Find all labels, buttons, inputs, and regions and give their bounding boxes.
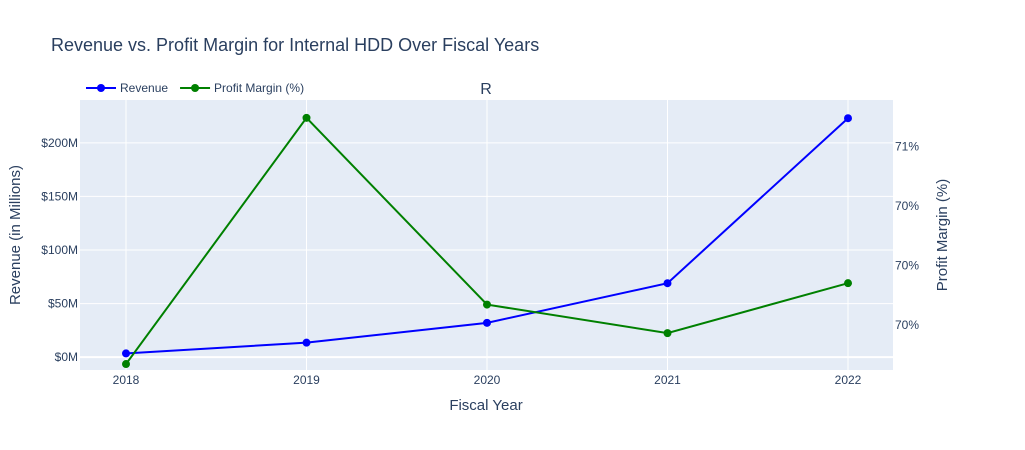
profit-margin-point [483,300,491,309]
y-tick-label: $0M [55,350,78,364]
y2-tick-label: 70% [895,258,919,272]
x-tick-label: 2021 [654,373,681,387]
legend-revenue-label: Revenue [120,81,168,95]
y-axis-label: Revenue (in Millions) [7,165,24,305]
legend-profit-margin-swatch-marker [191,84,200,92]
revenue-point [663,279,672,288]
grid [80,100,893,370]
x-axis-label: Fiscal Year [449,397,522,414]
y2-axis-label: Profit Margin (%) [934,179,951,292]
x-tick-label: 2019 [293,373,320,387]
chart-subtitle: R [480,81,492,98]
profit-margin-point [663,329,672,338]
revenue-point [483,318,491,327]
y-tick-label: $150M [41,189,78,203]
series-points [122,113,852,369]
x-tick-label: 2018 [113,373,140,387]
revenue-point [122,349,130,358]
y-tick-label: $200M [41,136,78,150]
revenue-point [302,338,311,347]
profit-margin-point [122,360,130,369]
axis-ticks: 2018 2019 2020 2021 2022 $0M $50M $100M $150M $20… [41,136,919,387]
chart-title: Revenue vs. Profit Margin for Internal H… [51,35,539,55]
y-tick-label: $50M [48,297,78,311]
legend-profit-margin-label: Profit Margin (%) [214,81,304,95]
y2-tick-label: 70% [895,318,919,332]
x-tick-label: 2022 [835,373,862,387]
y-tick-label: $100M [41,243,78,257]
x-tick-label: 2020 [474,373,501,387]
legend[interactable]: Revenue Profit Margin (%) [86,81,304,95]
y2-tick-label: 71% [895,139,919,153]
profit-margin-point [844,279,852,288]
y2-tick-label: 70% [895,199,919,213]
legend-revenue-swatch-marker [97,84,105,92]
profit-margin-point [302,113,311,122]
revenue-point [844,114,852,123]
